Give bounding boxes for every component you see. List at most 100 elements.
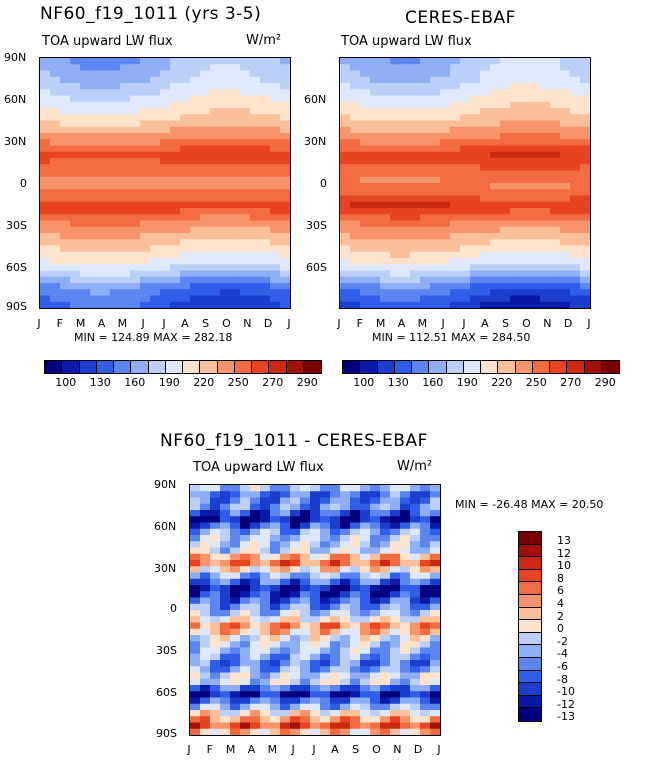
heatmap-cell	[120, 70, 131, 78]
heatmap-cell	[340, 703, 351, 711]
heatmap-cell	[230, 176, 241, 184]
heatmap-cell	[300, 616, 311, 624]
heatmap-cell	[220, 597, 231, 605]
heatmap-cell	[460, 233, 471, 240]
heatmap-cell	[400, 591, 411, 599]
heatmap-cell	[580, 58, 590, 65]
heatmap-cell	[570, 195, 581, 203]
heatmap-cell	[440, 264, 451, 272]
heatmap-cell	[540, 114, 551, 122]
colorbar-label: 2	[557, 609, 564, 623]
heatmap-cell	[380, 226, 391, 234]
heatmap-cell	[520, 289, 531, 297]
ytick-30s-c: 30S	[156, 644, 177, 657]
heatmap-cell	[390, 58, 401, 65]
heatmap-cell	[200, 270, 211, 278]
heatmap-cell	[400, 553, 411, 561]
heatmap-cell	[330, 622, 341, 630]
heatmap-cell	[260, 647, 271, 655]
heatmap-cell	[390, 503, 401, 511]
heatmap-cell	[190, 89, 201, 97]
heatmap-cell	[160, 170, 171, 178]
heatmap-cell	[280, 678, 291, 686]
heatmap-cell	[570, 264, 581, 272]
heatmap-cell	[290, 541, 301, 549]
heatmap-cell	[200, 528, 211, 536]
heatmap-cell	[60, 183, 71, 190]
heatmap-cell	[410, 95, 421, 103]
heatmap-cell	[440, 276, 451, 284]
heatmap-cell	[580, 64, 590, 72]
heatmap-cell	[140, 58, 151, 65]
heatmap-cell	[390, 597, 401, 605]
heatmap-cell	[200, 89, 211, 97]
heatmap-cell	[270, 289, 281, 297]
heatmap-cell	[170, 70, 181, 78]
heatmap-cell	[570, 101, 581, 109]
heatmap-cell	[200, 728, 211, 735]
heatmap-cell	[450, 239, 461, 247]
heatmap-cell	[310, 503, 321, 511]
heatmap-cell	[350, 151, 361, 159]
heatmap-cell	[580, 220, 590, 228]
heatmap-cell	[380, 164, 391, 172]
heatmap-cell	[390, 89, 401, 97]
colorbar-label: -2	[557, 634, 568, 648]
heatmap-cell	[220, 95, 231, 103]
heatmap-cell	[330, 572, 341, 580]
heatmap-cell	[200, 133, 211, 140]
heatmap-cell	[190, 585, 201, 592]
colorbar-label: 4	[557, 597, 564, 610]
heatmap-cell	[200, 83, 211, 90]
heatmap-cell	[270, 553, 281, 561]
heatmap-cell	[420, 603, 431, 611]
heatmap-cell	[340, 120, 351, 128]
heatmap-cell	[250, 585, 261, 592]
heatmap-cell	[330, 666, 341, 674]
heatmap-cell	[390, 585, 401, 592]
heatmap-cell	[530, 158, 541, 165]
heatmap-cell	[200, 641, 211, 649]
heatmap-cell	[250, 108, 261, 115]
colorbar-label: 130	[89, 376, 111, 389]
heatmap-cell	[550, 89, 561, 97]
heatmap-cell	[440, 201, 451, 209]
heatmap-cell	[280, 485, 291, 492]
heatmap-cell	[580, 208, 590, 215]
heatmap-cell	[410, 120, 421, 128]
heatmap-cell	[500, 164, 511, 172]
heatmap-cell	[190, 101, 201, 109]
heatmap-cell	[370, 503, 381, 511]
heatmap-cell	[40, 201, 51, 209]
heatmap-cell	[250, 145, 261, 153]
heatmap-cell	[340, 101, 351, 109]
heatmap-cell	[410, 239, 421, 247]
heatmap-cell	[220, 89, 231, 97]
heatmap-cell	[500, 76, 511, 84]
heatmap-cell	[250, 641, 261, 649]
heatmap-cell	[470, 158, 481, 165]
heatmap-cell	[150, 151, 161, 159]
heatmap-cell	[460, 183, 471, 190]
heatmap-cell	[280, 628, 291, 636]
heatmap-cell	[200, 560, 211, 567]
heatmap-cell	[390, 170, 401, 178]
heatmap-cell	[80, 276, 91, 284]
colorbar-label: 220	[193, 376, 215, 389]
heatmap-cell	[190, 258, 201, 265]
heatmap-cell	[220, 653, 231, 661]
heatmap-cell	[210, 672, 221, 680]
heatmap-cell	[380, 491, 391, 499]
heatmap-cell	[120, 183, 131, 190]
heatmap-cell	[190, 616, 201, 624]
heatmap-cell	[240, 145, 251, 153]
heatmap-cell	[220, 685, 231, 692]
heatmap-cell	[370, 560, 381, 567]
heatmap-cell	[490, 58, 501, 65]
heatmap-cell	[350, 716, 361, 724]
heatmap-cell	[400, 535, 411, 542]
heatmap-cell	[430, 126, 441, 134]
heatmap-cell	[390, 566, 401, 574]
heatmap-cell	[440, 220, 451, 228]
heatmap-cell	[350, 491, 361, 499]
